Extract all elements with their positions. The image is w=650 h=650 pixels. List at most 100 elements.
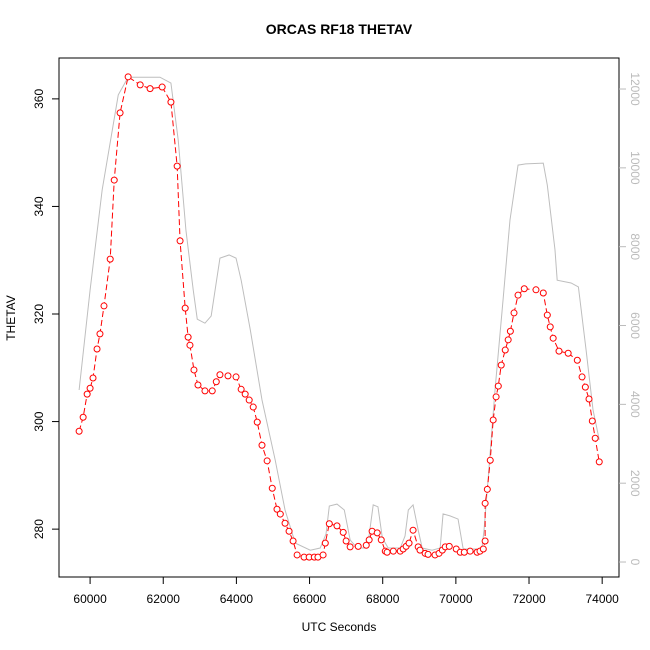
- point: [365, 536, 373, 544]
- x-tick-label: 62000: [147, 592, 181, 606]
- point: [93, 345, 101, 353]
- series-line: [78, 76, 600, 551]
- point: [479, 545, 487, 553]
- x-tick-label: 74000: [585, 592, 619, 606]
- point: [268, 484, 276, 492]
- point: [106, 255, 114, 263]
- point: [578, 373, 586, 381]
- point: [146, 85, 154, 93]
- point: [289, 537, 297, 545]
- point: [110, 176, 118, 184]
- point: [362, 541, 370, 549]
- point: [319, 551, 327, 559]
- point: [184, 333, 192, 341]
- point: [591, 434, 599, 442]
- y-tick-label: 340: [32, 196, 46, 216]
- point: [506, 327, 514, 335]
- point: [224, 372, 232, 380]
- x-tick-label: 68000: [366, 592, 400, 606]
- point: [504, 336, 512, 344]
- point: [263, 457, 271, 465]
- point: [253, 418, 261, 426]
- point: [466, 547, 474, 555]
- point: [276, 510, 284, 518]
- point: [383, 548, 391, 556]
- point: [416, 546, 424, 554]
- y-tick-label: 280: [32, 519, 46, 539]
- point: [258, 441, 266, 449]
- point: [585, 395, 593, 403]
- point: [481, 499, 489, 507]
- point: [181, 304, 189, 312]
- x-axis-label: UTC Seconds: [302, 620, 377, 634]
- point: [564, 349, 572, 357]
- point: [249, 403, 257, 411]
- point: [201, 387, 209, 395]
- point: [83, 390, 91, 398]
- point: [212, 378, 220, 386]
- point: [158, 83, 166, 91]
- y2-tick-label: 6000: [628, 312, 642, 339]
- y-tick-label: 360: [32, 89, 46, 109]
- point: [325, 520, 333, 528]
- point: [124, 73, 132, 81]
- point: [190, 366, 198, 374]
- point: [241, 390, 249, 398]
- point: [497, 361, 505, 369]
- point: [232, 373, 240, 381]
- x-tick-label: 72000: [512, 592, 546, 606]
- point: [549, 334, 557, 342]
- y2-tick-label: 10000: [628, 151, 642, 185]
- plot-box: [58, 57, 620, 578]
- point: [75, 427, 83, 435]
- point: [346, 543, 354, 551]
- point: [532, 286, 540, 294]
- point: [173, 162, 181, 170]
- point: [486, 456, 494, 464]
- point: [520, 285, 528, 293]
- point: [79, 413, 87, 421]
- point: [208, 387, 216, 395]
- point: [194, 381, 202, 389]
- point: [492, 393, 500, 401]
- point: [546, 323, 554, 331]
- point: [373, 529, 381, 537]
- point: [237, 385, 245, 393]
- point: [555, 347, 563, 355]
- y2-tick-label: 4000: [628, 391, 642, 418]
- y-tick-label: 320: [32, 304, 46, 324]
- point: [89, 374, 97, 382]
- point: [409, 526, 417, 534]
- x-tick-label: 60000: [73, 592, 107, 606]
- chart-title: ORCAS RF18 THETAV: [266, 21, 413, 37]
- point: [405, 539, 413, 547]
- point: [176, 237, 184, 245]
- point: [285, 527, 293, 535]
- x-tick-label: 64000: [220, 592, 254, 606]
- point: [186, 341, 194, 349]
- point: [342, 537, 350, 545]
- series-line: [78, 76, 600, 558]
- point: [539, 289, 547, 297]
- point: [588, 417, 596, 425]
- point: [136, 81, 144, 89]
- y2-tick-label: 8000: [628, 233, 642, 260]
- point: [445, 542, 453, 550]
- point: [116, 109, 124, 117]
- point: [460, 548, 468, 556]
- point: [514, 291, 522, 299]
- point: [100, 302, 108, 310]
- x-tick-label: 70000: [439, 592, 473, 606]
- point: [481, 537, 489, 545]
- point: [281, 519, 289, 527]
- point: [483, 485, 491, 493]
- point: [494, 382, 502, 390]
- point: [573, 356, 581, 364]
- y2-tick-label: 0: [628, 559, 642, 566]
- point: [339, 528, 347, 536]
- point: [245, 396, 253, 404]
- y2-tick-label: 12000: [628, 72, 642, 106]
- point: [321, 539, 329, 547]
- point: [543, 311, 551, 319]
